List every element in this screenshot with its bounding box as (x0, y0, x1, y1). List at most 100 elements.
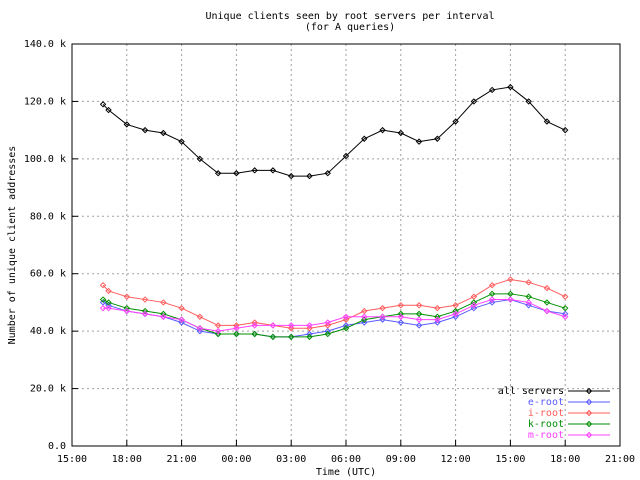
point (306, 325, 313, 332)
point (470, 98, 478, 105)
point (123, 121, 131, 128)
y-tick-label: 0.0 (48, 441, 66, 452)
point (452, 313, 459, 320)
point (342, 325, 350, 332)
point (251, 167, 258, 174)
point (306, 333, 313, 341)
x-tick-label: 00:00 (221, 454, 251, 465)
point (488, 299, 496, 306)
chart-title: Unique clients seen by root servers per … (206, 11, 495, 22)
point (434, 319, 441, 326)
point (269, 333, 277, 341)
legend-marker (585, 431, 593, 439)
point (452, 310, 459, 318)
point (123, 307, 131, 315)
chart-subtitle: (for A queries) (305, 22, 395, 33)
point (287, 333, 295, 341)
point (306, 322, 313, 329)
point (324, 330, 331, 338)
point (488, 296, 496, 303)
point (543, 299, 551, 306)
point (470, 304, 478, 312)
point (269, 322, 277, 329)
x-tick-label: 15:00 (57, 454, 87, 465)
series-line (102, 293, 566, 338)
point (397, 313, 405, 320)
point (543, 118, 551, 125)
point (379, 313, 386, 320)
x-tick-label: 21:00 (605, 454, 635, 465)
point (452, 118, 459, 125)
point (105, 287, 112, 295)
legend-label: k-root (528, 419, 564, 430)
y-tick-label: 140.0 k (24, 39, 66, 50)
point (561, 313, 569, 320)
x-tick-label: 03:00 (276, 454, 306, 465)
point (397, 302, 405, 309)
point (379, 304, 386, 312)
point (251, 330, 258, 338)
legend-label: i-root (528, 408, 564, 419)
point (99, 101, 107, 108)
y-tick-label: 100.0 k (24, 154, 66, 165)
y-tick-label: 40.0 k (30, 326, 66, 337)
plot-frame (71, 43, 621, 447)
point (141, 296, 149, 303)
legend-marker (585, 387, 593, 395)
point (196, 325, 204, 332)
point (488, 290, 496, 298)
point (561, 293, 569, 300)
x-axis-label: Time (UTC) (316, 467, 376, 478)
point (287, 325, 295, 332)
point (306, 172, 313, 180)
point (196, 313, 204, 320)
point (488, 86, 496, 94)
point (141, 310, 149, 318)
point (99, 304, 107, 312)
point (361, 316, 368, 323)
point (269, 167, 277, 174)
point (415, 138, 423, 145)
point (525, 293, 532, 300)
point (561, 126, 569, 134)
point (99, 299, 107, 306)
x-tick-label: 12:00 (441, 454, 471, 465)
legend-label: e-root (528, 397, 564, 408)
legend-marker (585, 420, 593, 428)
point (233, 330, 240, 338)
point (434, 135, 441, 142)
point (287, 322, 295, 329)
point (324, 319, 331, 326)
series-line (102, 86, 566, 177)
point (178, 304, 185, 312)
point (251, 322, 258, 329)
point (561, 304, 569, 312)
point (214, 330, 222, 338)
point (342, 313, 350, 320)
point (196, 327, 204, 335)
point (452, 302, 459, 309)
legend-marker (585, 398, 593, 406)
point (543, 284, 551, 292)
y-tick-label: 120.0 k (24, 96, 66, 107)
point (233, 325, 240, 332)
point (178, 138, 185, 145)
point (415, 316, 423, 323)
point (361, 313, 368, 320)
point (233, 170, 240, 177)
x-tick-label: 18:00 (550, 454, 580, 465)
point (525, 98, 532, 105)
point (488, 281, 496, 289)
point (507, 276, 514, 283)
point (361, 307, 368, 315)
x-tick-label: 09:00 (386, 454, 416, 465)
point (287, 172, 295, 180)
y-tick-label: 20.0 k (30, 384, 66, 395)
point (105, 106, 112, 114)
point (105, 304, 112, 312)
point (342, 316, 350, 323)
point (361, 135, 368, 142)
y-tick-label: 60.0 k (30, 269, 66, 280)
point (379, 126, 386, 134)
